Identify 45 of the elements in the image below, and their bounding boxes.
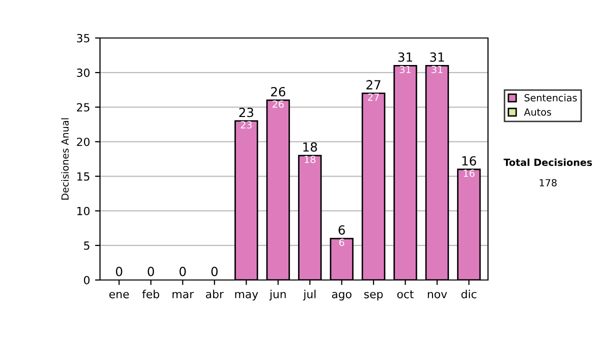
data-label: 23 bbox=[240, 121, 252, 128]
data-label: 16 bbox=[464, 170, 474, 177]
x-tick-label: may bbox=[235, 292, 258, 300]
x-tick-label: ene bbox=[109, 292, 129, 298]
text: Total Decisiones bbox=[504, 158, 592, 166]
data-label: 27 bbox=[368, 93, 379, 101]
y-tick-label: 25 bbox=[76, 103, 90, 112]
total-label: 0 bbox=[116, 266, 122, 276]
total-label: 27 bbox=[366, 80, 380, 90]
data-label: 31 bbox=[400, 66, 411, 74]
data-label: 18 bbox=[304, 156, 316, 164]
total-label: 26 bbox=[271, 86, 286, 96]
x-tick-label: jul bbox=[303, 290, 316, 300]
legend-label: Autos bbox=[524, 108, 552, 116]
y-tick-label: 35 bbox=[76, 34, 90, 42]
y-tick-label: 20 bbox=[76, 138, 90, 146]
text: 178 bbox=[540, 179, 557, 186]
x-tick-label: dic bbox=[461, 290, 476, 298]
y-tick-label: 10 bbox=[77, 206, 90, 216]
data-label: 26 bbox=[272, 100, 284, 108]
y-tick-label: 15 bbox=[77, 172, 90, 181]
y-axis-title: Decisiones Anual bbox=[61, 118, 69, 200]
x-tick-label: ago bbox=[332, 292, 352, 300]
legend-label: Sentencias bbox=[524, 94, 577, 102]
total-label: 16 bbox=[462, 156, 476, 166]
x-tick-label: sep bbox=[364, 292, 383, 300]
data-label: 31 bbox=[432, 66, 442, 74]
data-label: 6 bbox=[339, 238, 344, 246]
total-label: 31 bbox=[398, 52, 412, 62]
total-label: 0 bbox=[180, 266, 186, 276]
y-tick-label: 0 bbox=[84, 276, 90, 284]
x-tick-label: nov bbox=[428, 292, 447, 298]
x-tick-label: abr bbox=[206, 290, 224, 298]
y-tick-label: 30 bbox=[76, 68, 90, 77]
total-label: 0 bbox=[211, 266, 218, 276]
x-tick-label: mar bbox=[172, 292, 194, 298]
x-tick-label: oct bbox=[397, 290, 414, 298]
total-label: 23 bbox=[239, 108, 254, 118]
x-tick-label: feb bbox=[142, 290, 160, 298]
y-tick-label: 5 bbox=[84, 242, 90, 250]
total-label: 31 bbox=[430, 52, 444, 62]
x-tick-label: jun bbox=[269, 290, 286, 300]
total-label: 0 bbox=[148, 266, 154, 276]
total-label: 6 bbox=[338, 225, 345, 235]
total-label: 18 bbox=[303, 142, 317, 152]
